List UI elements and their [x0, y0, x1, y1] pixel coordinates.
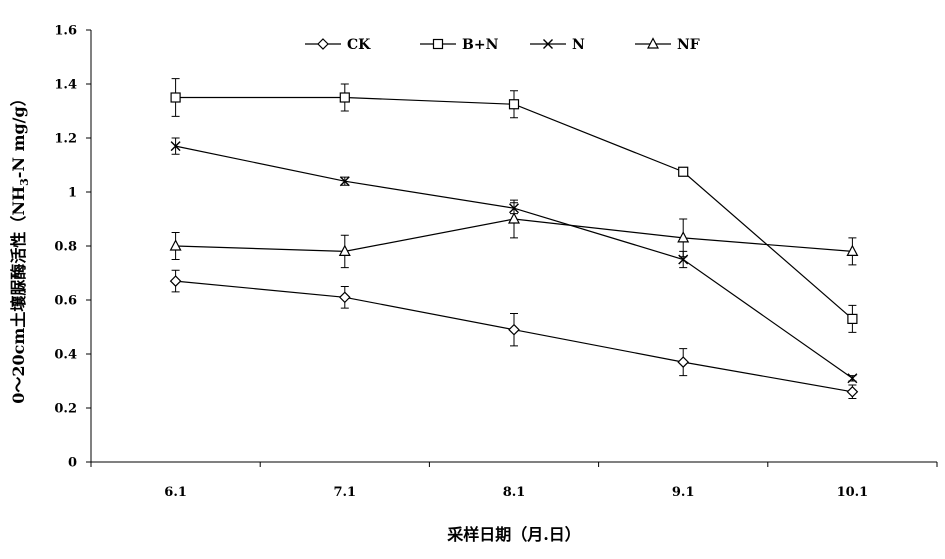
legend-label: N [572, 37, 585, 53]
y-tick-label: 0.6 [54, 294, 77, 309]
data-point [678, 166, 689, 177]
series-nf [169, 199, 859, 269]
legend-item-n: N [530, 37, 585, 53]
x-tick-label: 6.1 [164, 485, 187, 500]
legend-marker [543, 39, 553, 49]
x-axis-title: 采样日期（月.日） [446, 525, 581, 544]
legend-label: B+N [462, 37, 499, 53]
legend-item-b-n: B+N [420, 37, 499, 53]
axes: 0 0.2 0.4 0.6 0.8 1 1.2 1.4 1.6 6.1 7.1 8.1 9.1 10.1 [54, 24, 938, 500]
series-b-n [170, 78, 858, 333]
data-point [339, 176, 350, 187]
legend-item-nf: NF [635, 37, 700, 53]
data-point [508, 323, 520, 336]
data-point [338, 291, 351, 304]
series-layer [169, 78, 859, 400]
data-point [847, 313, 858, 324]
y-tick-label: 1 [68, 186, 77, 201]
data-point [508, 99, 520, 110]
y-tick-label: 1.2 [54, 132, 77, 147]
legend-marker [647, 37, 659, 49]
data-point [677, 231, 690, 243]
series-ck [169, 269, 859, 400]
y-tick-label: 0.2 [54, 402, 77, 417]
data-point [338, 244, 351, 256]
legend-label: NF [677, 37, 700, 53]
data-point [846, 244, 859, 256]
legend-marker [432, 38, 444, 50]
x-tick-label: 9.1 [672, 485, 695, 500]
y-axis-title: 0～20cm土壤脲酶活性（NH3-N mg/g） [9, 90, 31, 403]
y-tick-label: 0.4 [54, 348, 77, 363]
y-tick-label: 0.8 [54, 240, 77, 255]
x-tick-label: 8.1 [503, 485, 526, 500]
data-point [339, 92, 350, 103]
legend-item-ck: CK [305, 37, 371, 53]
legend-label: CK [347, 37, 371, 53]
x-tick-label: 10.1 [837, 485, 869, 500]
y-tick-label: 1.6 [54, 24, 77, 39]
data-point [508, 212, 520, 224]
x-tick-label: 7.1 [333, 485, 356, 500]
data-point [169, 275, 182, 287]
y-tick-label: 1.4 [54, 78, 77, 93]
data-point [846, 385, 859, 398]
data-point [677, 356, 690, 368]
data-point [169, 239, 182, 251]
y-tick-label: 0 [68, 456, 77, 471]
data-point [170, 92, 181, 103]
legend: CK B+N N NF [305, 37, 700, 53]
data-point [170, 141, 181, 152]
legend-marker [317, 38, 329, 50]
data-point [847, 373, 858, 384]
